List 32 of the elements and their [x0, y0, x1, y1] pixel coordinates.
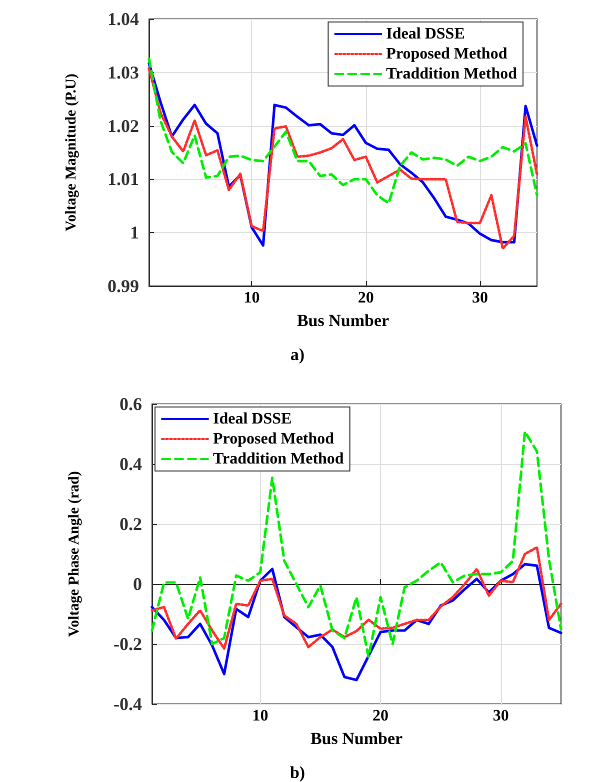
- legend-label: Traddition Method: [213, 450, 344, 468]
- y-tick-label: 1.01: [108, 169, 139, 190]
- y-tick-label: 0.99: [108, 276, 139, 296]
- line-series: [150, 546, 562, 650]
- y-tick-label: 1: [130, 222, 139, 243]
- y-tick-label: 0.4: [120, 454, 142, 474]
- y-tick-label: 0.6: [120, 394, 142, 414]
- legend-label: Traddition Method: [386, 66, 518, 82]
- line-series: [150, 430, 562, 658]
- y-tick-label: 1.02: [108, 116, 139, 136]
- legend-label: Proposed Method: [213, 430, 334, 448]
- x-axis-title: Bus Number: [310, 729, 403, 748]
- x-tick-label: 10: [252, 708, 268, 724]
- x-tick-label: 20: [372, 708, 389, 724]
- y-axis-title: Voltage Magnitude (P.U): [64, 74, 80, 232]
- y-tick-label: -0.4: [114, 694, 142, 714]
- x-axis-title: Bus Number: [296, 311, 390, 330]
- x-tick-label: 10: [244, 290, 260, 306]
- text: a): [290, 345, 305, 364]
- legend-label: Proposed Method: [386, 46, 508, 62]
- legend-label: Ideal DSSE: [386, 26, 465, 42]
- y-tick-label: 0.2: [120, 514, 142, 534]
- x-tick-label: 20: [358, 290, 374, 306]
- y-tick-label: 1.03: [108, 62, 139, 82]
- x-tick-label: 30: [472, 290, 488, 306]
- y-axis-title: Voltage Phase Angle (rad): [66, 471, 82, 637]
- y-tick-label: -0.2: [114, 634, 142, 654]
- y-tick-label: 0: [133, 574, 142, 594]
- text: b): [290, 763, 306, 782]
- x-tick-label: 30: [492, 708, 509, 724]
- y-tick-label: 1.04: [108, 9, 139, 29]
- legend-label: Ideal DSSE: [213, 410, 292, 428]
